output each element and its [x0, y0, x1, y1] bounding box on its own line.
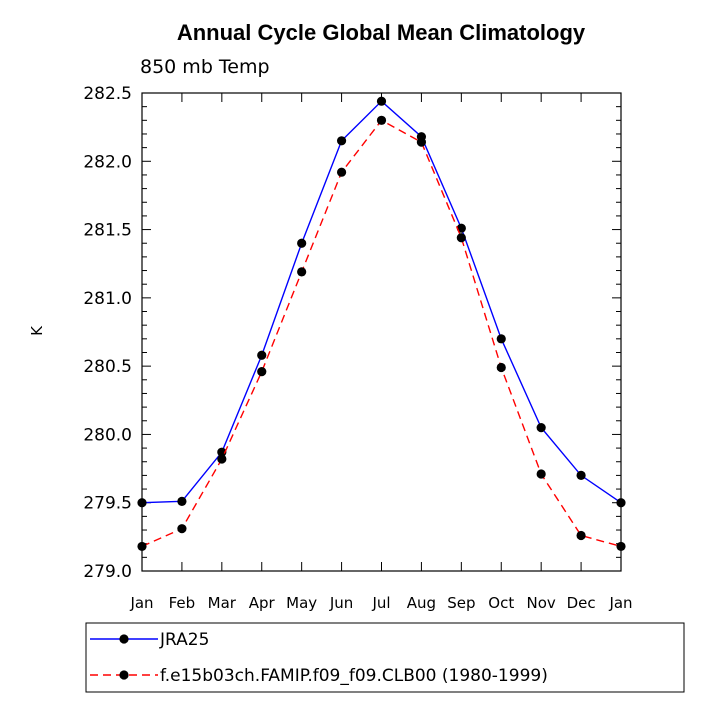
- data-point-series-0: [376, 96, 387, 106]
- chart-subtitle: 850 mb Temp: [140, 56, 270, 78]
- x-tick-label: Jan: [608, 594, 632, 612]
- x-tick-label: Jul: [371, 594, 390, 612]
- data-point-series-0: [257, 350, 267, 360]
- chart-title: Annual Cycle Global Mean Climatology: [177, 20, 586, 45]
- data-point-series-0: [616, 498, 626, 508]
- data-point-series-1: [536, 469, 546, 479]
- y-tick-label: 279.5: [83, 494, 132, 514]
- data-point-series-0: [536, 423, 546, 433]
- data-point-series-0: [137, 498, 147, 508]
- plot-frame: [141, 92, 622, 572]
- data-point-series-1: [456, 233, 466, 243]
- x-tick-label: Jun: [329, 594, 353, 612]
- x-tick-label: Dec: [567, 594, 596, 612]
- data-point-series-1: [616, 541, 626, 552]
- data-point-series-1: [257, 367, 267, 377]
- x-tick-label: Apr: [249, 594, 276, 612]
- data-point-series-0: [217, 447, 227, 457]
- legend: JRA25 f.e15b03ch.FAMIP.f09_f09.CLB00 (198…: [85, 622, 685, 693]
- y-tick-label: 282.0: [83, 152, 132, 172]
- data-point-series-1: [137, 541, 147, 552]
- x-tick-label: Aug: [407, 594, 436, 612]
- x-tick-label: Jan: [129, 594, 153, 612]
- data-point-series-1: [336, 167, 347, 177]
- data-point-series-0: [297, 238, 307, 248]
- data-point-series-0: [576, 470, 586, 480]
- x-tick-label: Mar: [208, 594, 237, 612]
- legend-marker-0: [119, 634, 129, 644]
- data-point-series-1: [177, 524, 187, 534]
- data-point-series-1: [496, 362, 506, 373]
- y-tick-label: 282.5: [83, 84, 132, 104]
- plot-area: 279.0 279.5 280.0 280.5 281.0 281.5 282.0 282.5…: [83, 84, 632, 612]
- data-point-series-1: [376, 115, 387, 125]
- x-tick-label: Oct: [488, 594, 514, 612]
- x-tick-label: Feb: [169, 594, 196, 612]
- legend-box: [85, 622, 685, 693]
- legend-entry-1: f.e15b03ch.FAMIP.f09_f09.CLB00 (1980-199…: [160, 666, 548, 686]
- y-axis-label: K: [28, 325, 46, 336]
- y-tick-label: 281.5: [83, 221, 132, 241]
- data-point-series-1: [576, 530, 586, 541]
- data-point-series-1: [297, 267, 307, 277]
- y-tick-label: 281.0: [83, 289, 132, 309]
- x-tick-label: Sep: [447, 594, 475, 612]
- y-tick-label: 280.5: [83, 357, 132, 377]
- data-point-series-1: [217, 454, 227, 464]
- y-tick-label: 280.0: [83, 425, 132, 445]
- data-point-series-1: [416, 137, 427, 147]
- data-point-series-0: [177, 496, 187, 506]
- legend-entry-0: JRA25: [159, 630, 209, 650]
- series-line-0: [141, 100, 622, 504]
- x-tick-label: Nov: [527, 594, 556, 612]
- data-point-series-0: [336, 136, 347, 146]
- x-tick-label: May: [286, 594, 317, 612]
- data-point-series-0: [496, 334, 506, 344]
- legend-marker-1: [119, 670, 129, 680]
- series-line-1: [141, 119, 622, 548]
- y-tick-label: 279.0: [83, 562, 132, 582]
